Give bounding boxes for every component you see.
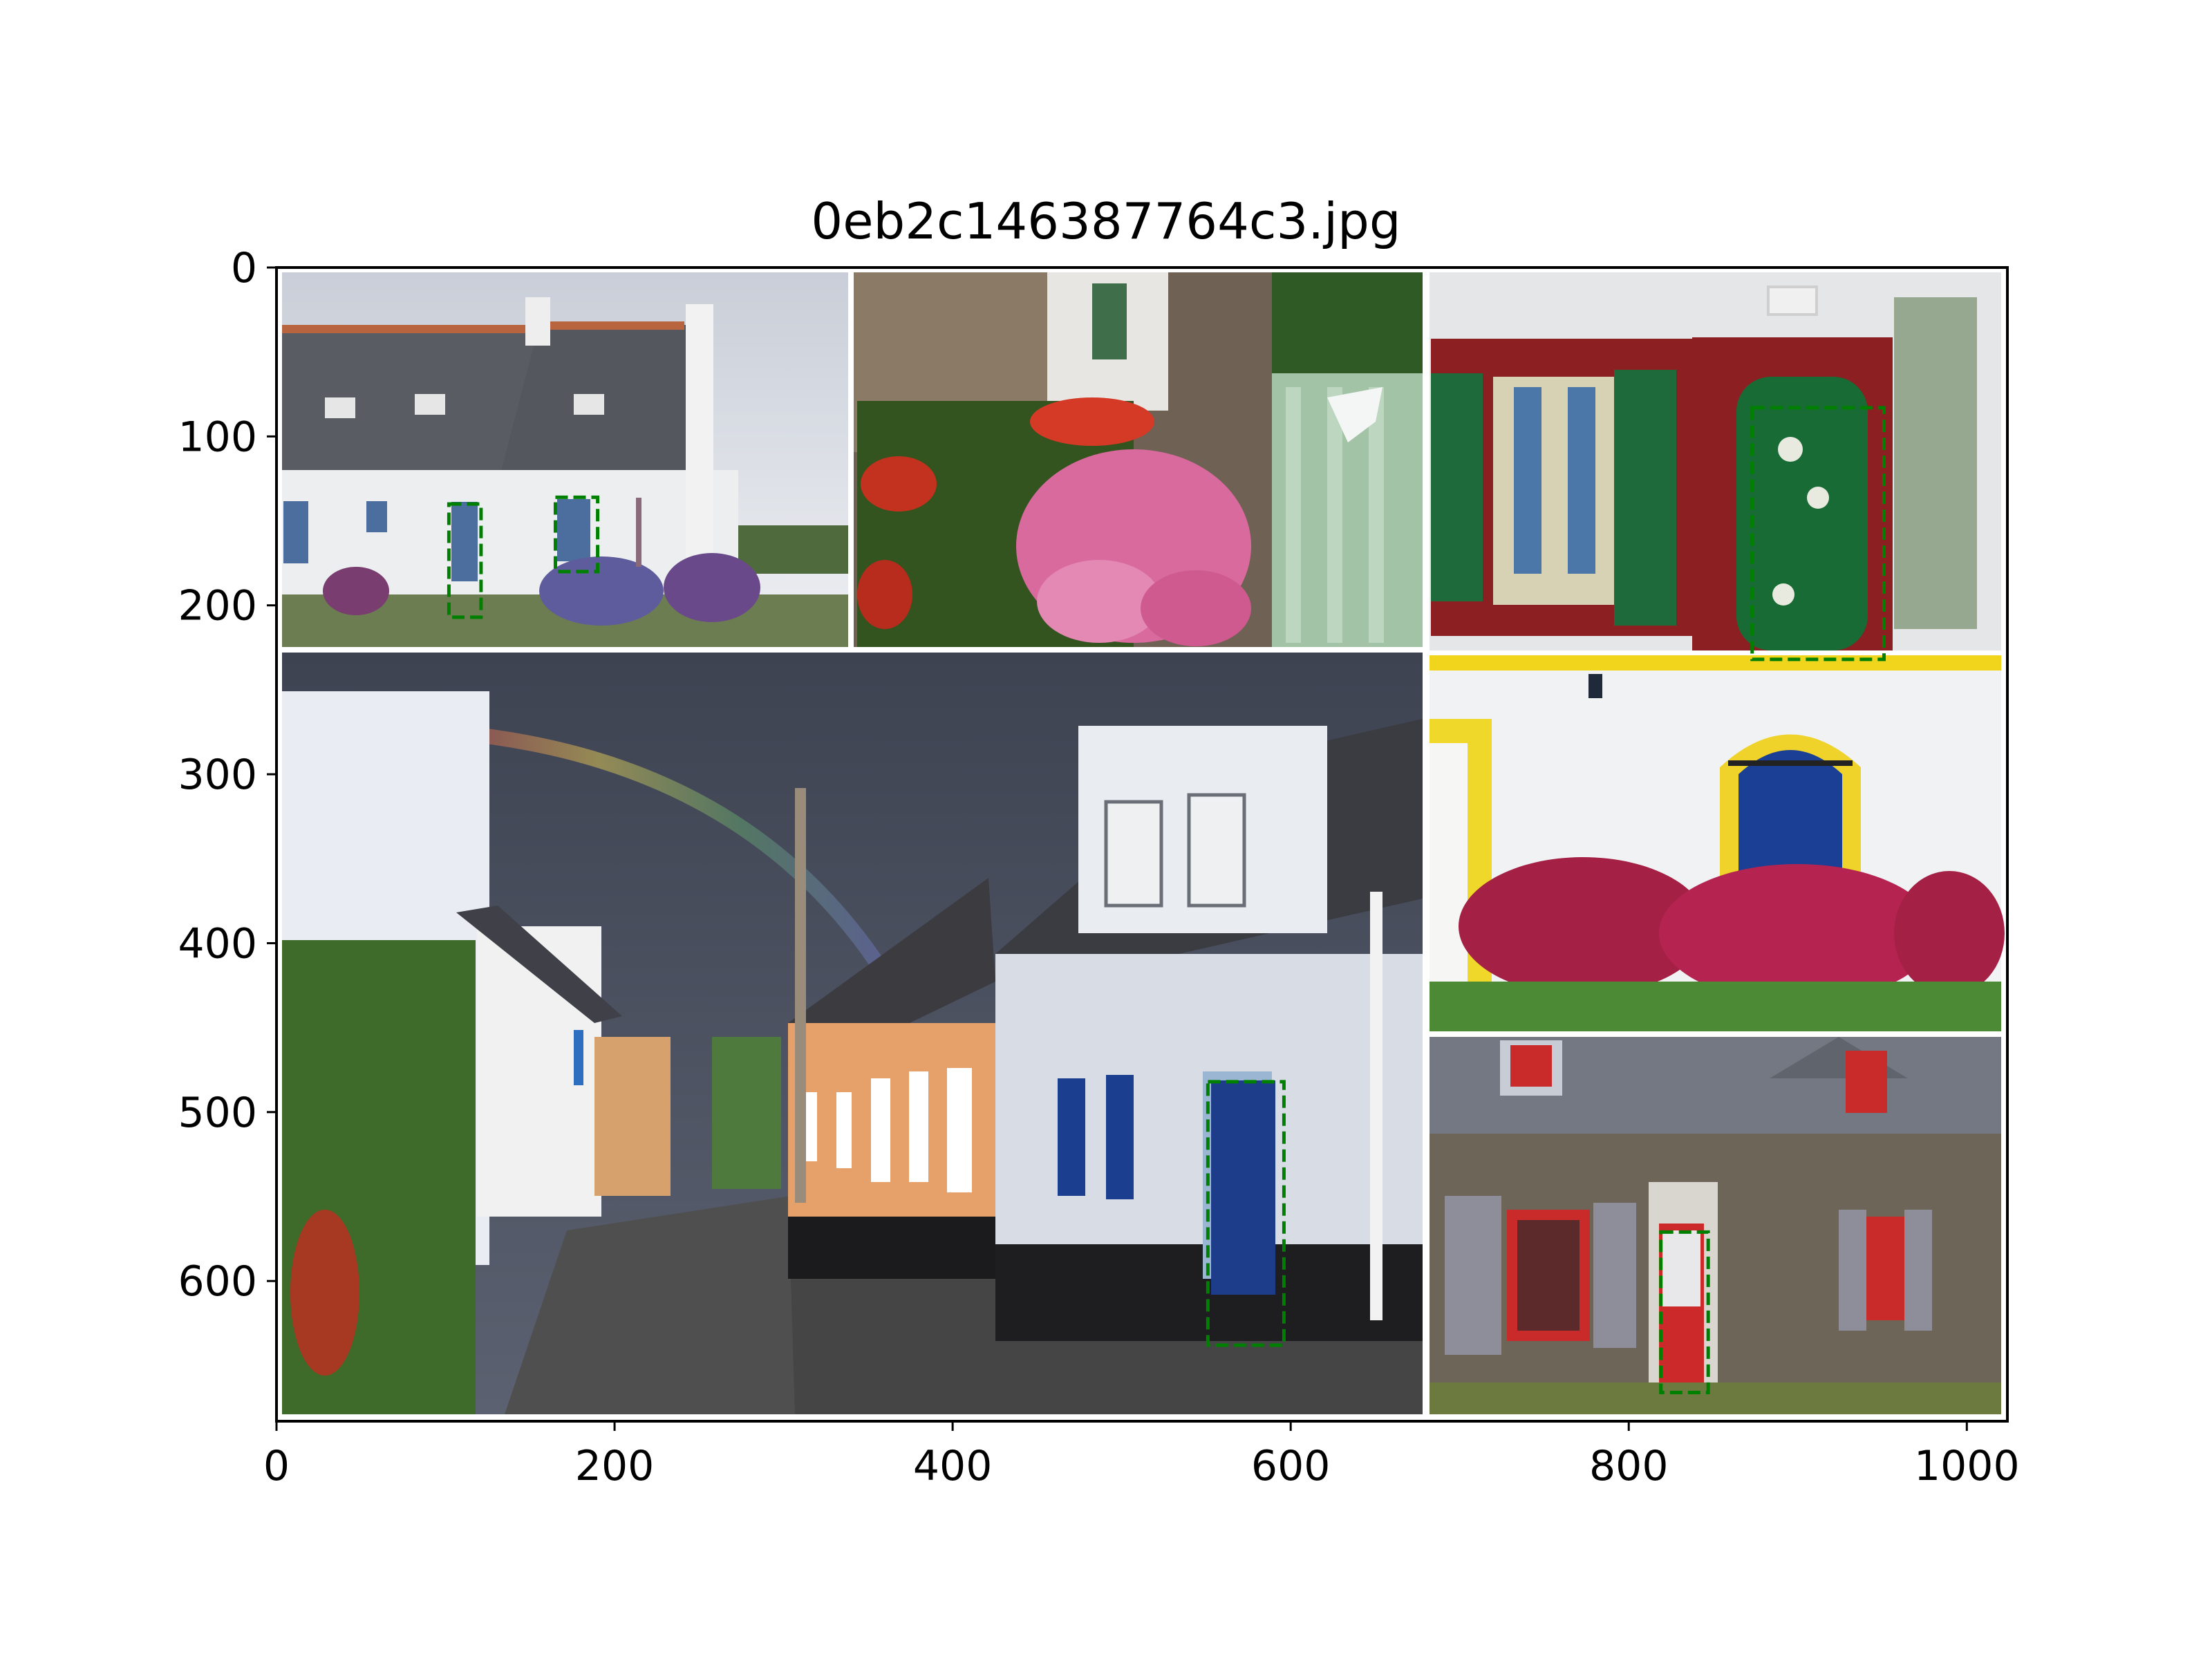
y-tick-label: 0 [231, 244, 257, 292]
x-tick-label: 0 [263, 1442, 290, 1490]
image-collage [276, 268, 2007, 1421]
x-tick-label: 200 [575, 1442, 655, 1490]
y-tick-label: 300 [178, 751, 257, 799]
panel-red-frame-green-door [1430, 272, 2001, 650]
y-tick-label: 600 [178, 1257, 257, 1306]
y-tick-label: 100 [178, 413, 257, 461]
y-tick-label: 200 [178, 582, 257, 630]
door-bounding-box [1206, 1080, 1286, 1347]
panel-white-house-blue-shutters [282, 272, 848, 647]
panel-yellow-frame-blue-door [1430, 655, 2005, 1031]
panel-dividers [276, 268, 2007, 1421]
x-tick-label: 1000 [1914, 1442, 2020, 1490]
door-bounding-box [1750, 406, 1886, 662]
y-axis: 0 100 200 300 400 500 600 [178, 244, 276, 1306]
y-tick-label: 400 [178, 919, 257, 968]
panel-stone-house-red-door [1430, 1037, 2001, 1414]
x-tick-label: 800 [1589, 1442, 1669, 1490]
axes-frame [275, 266, 2009, 1423]
x-axis: 0 200 400 600 800 1000 [263, 1421, 2020, 1490]
x-tick-label: 600 [1251, 1442, 1331, 1490]
panel-street-rainbow [282, 653, 1423, 1414]
chart-title: 0eb2c146387764c3.jpg [811, 192, 1400, 250]
y-tick-label: 500 [178, 1089, 257, 1137]
bounding-boxes [447, 406, 1886, 1394]
x-tick-label: 400 [913, 1442, 993, 1490]
door-bounding-box [1659, 1230, 1710, 1394]
door-bounding-box [553, 495, 600, 574]
door-bounding-box [447, 502, 483, 619]
panel-garden-pink-hydrangea [854, 272, 1423, 647]
